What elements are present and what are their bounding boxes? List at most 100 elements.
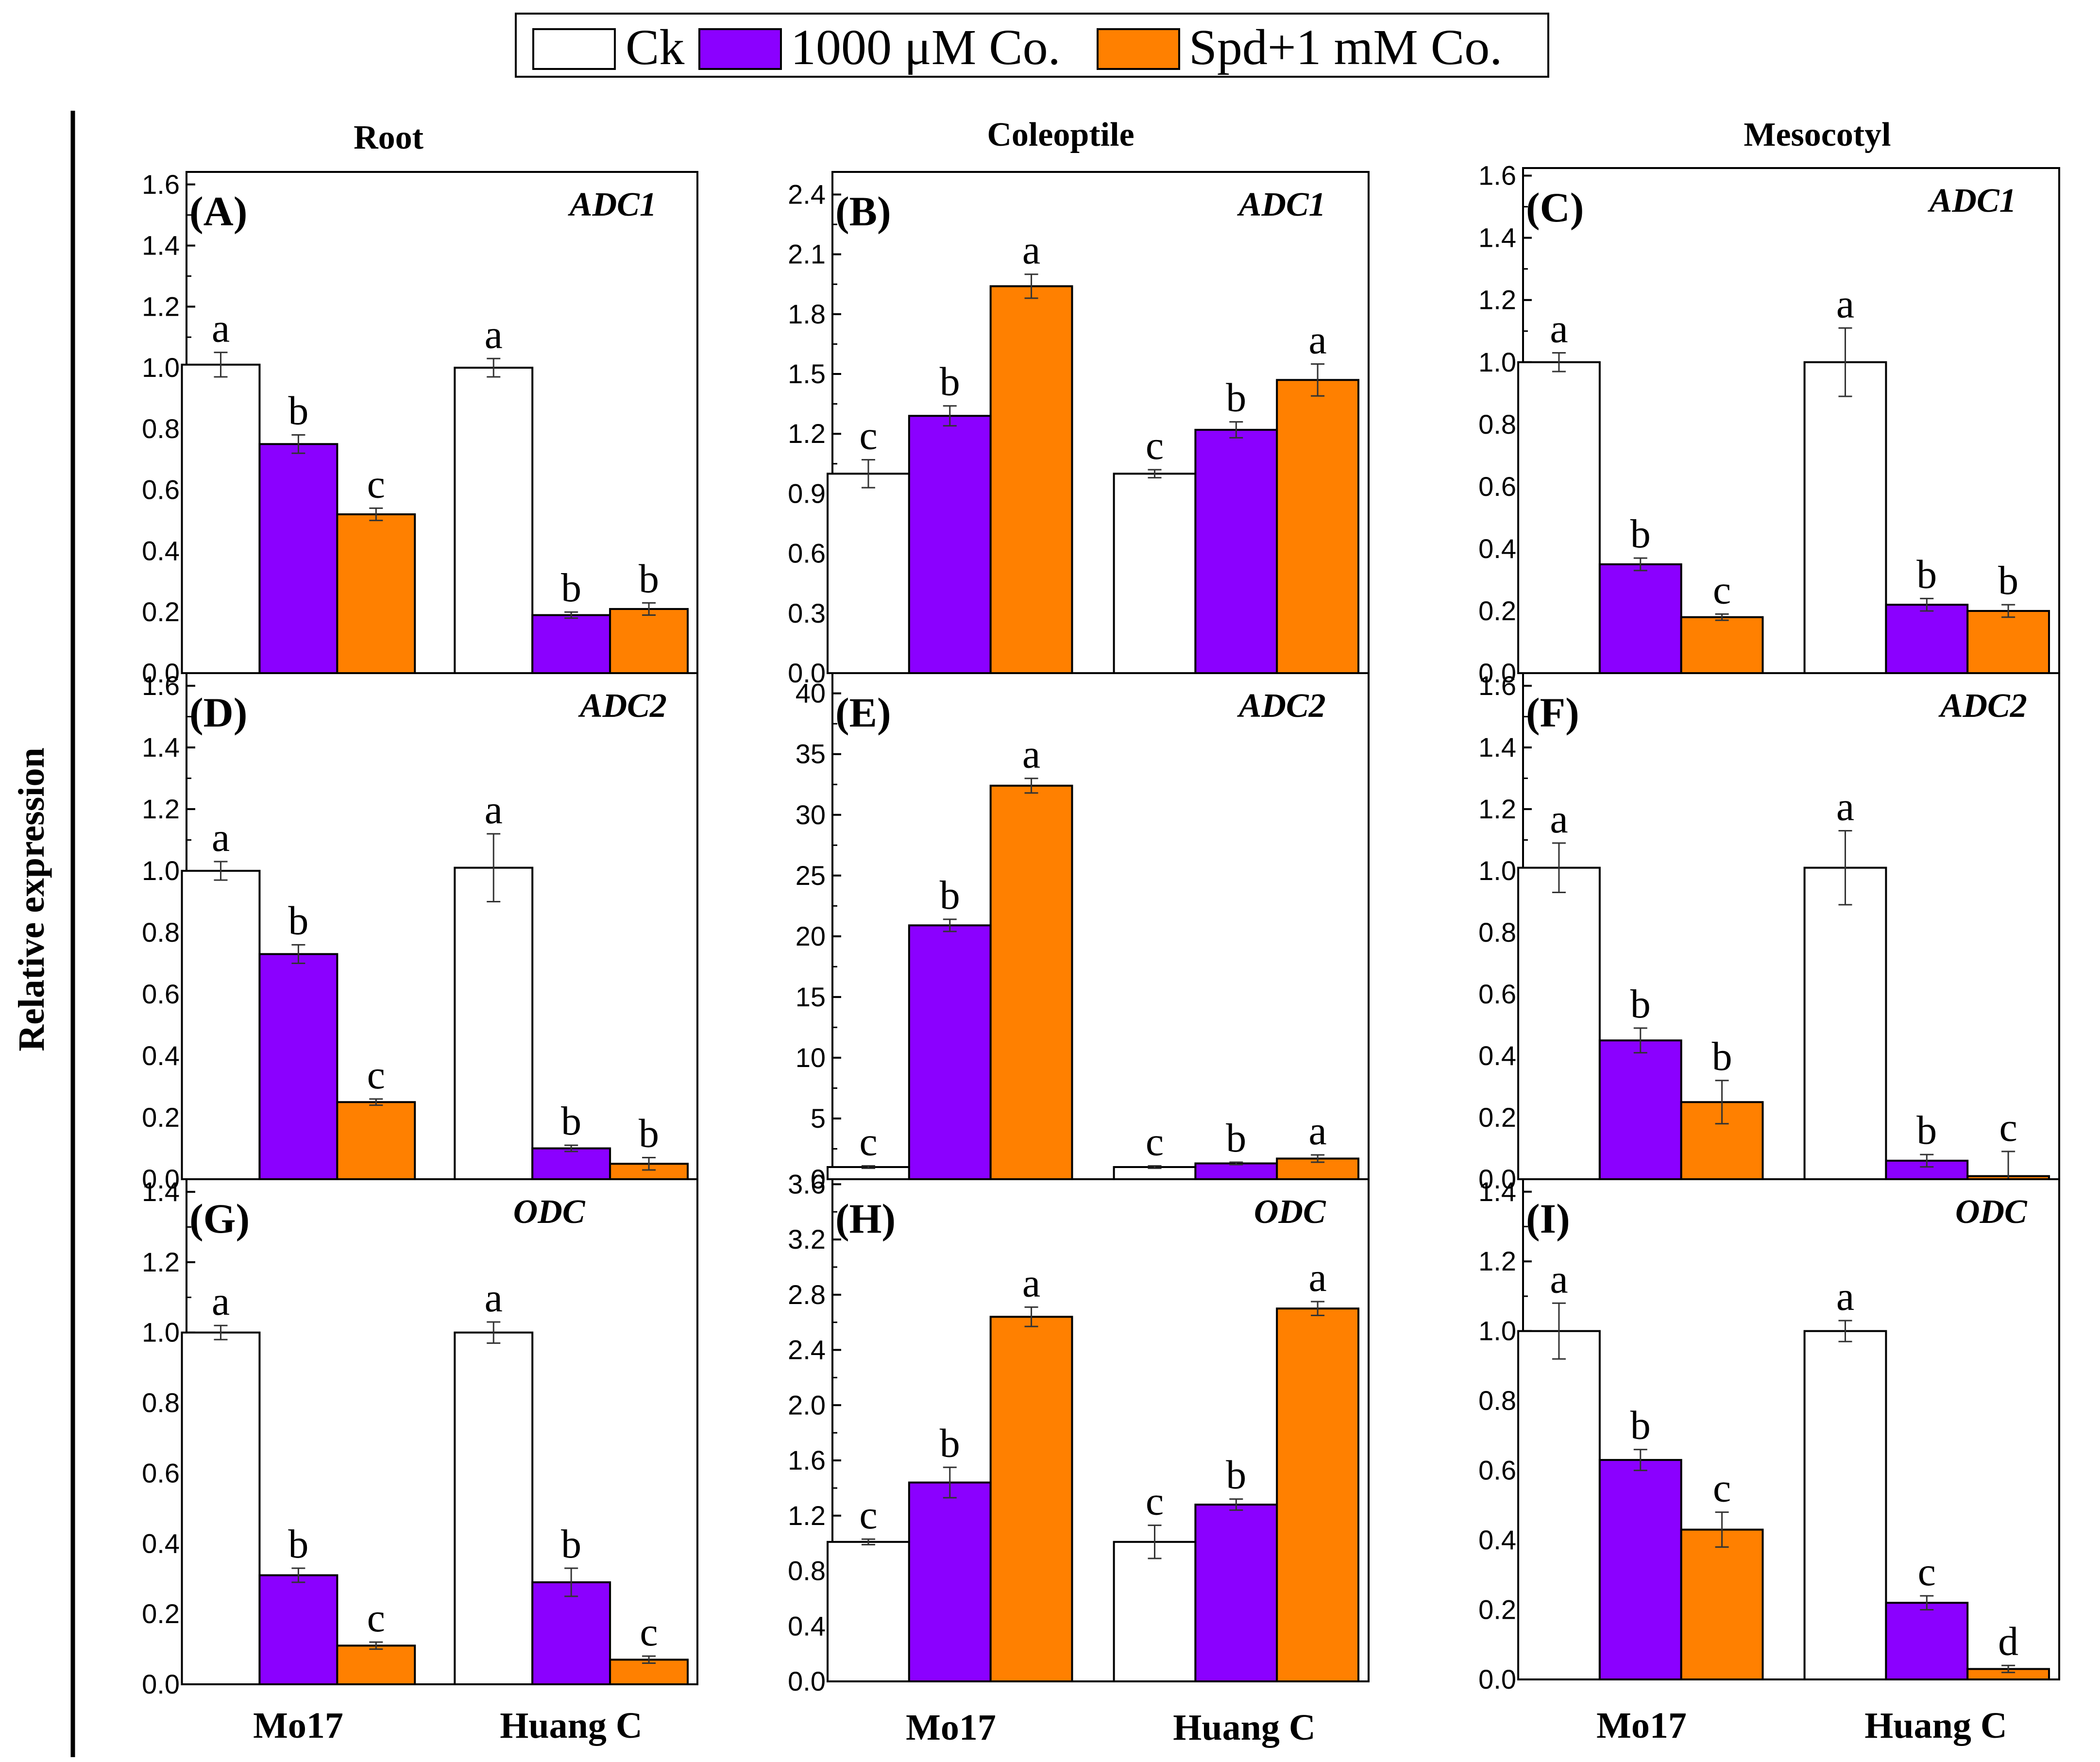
significance-letter: c (859, 1492, 877, 1538)
bar-co (1598, 563, 1682, 674)
bar-ck (1517, 866, 1601, 1180)
y-tick-label: 0.0 (142, 1669, 180, 1699)
category-label-mo17-coleoptile: Mo17 (906, 1707, 996, 1748)
significance-letter: c (367, 1595, 385, 1641)
bar-co (908, 1481, 992, 1682)
y-tick-label: 15 (796, 982, 826, 1012)
y-tick-label: 1.2 (1478, 285, 1516, 315)
y-tick-label: 0.0 (1478, 1164, 1516, 1194)
y-tick-label: 0.8 (1478, 917, 1516, 948)
gene-label: ODC (513, 1193, 586, 1231)
y-tick-label: 2.8 (788, 1279, 826, 1310)
significance-letter: b (1226, 1453, 1246, 1498)
gene-label: ADC1 (1237, 186, 1326, 223)
y-tick-label: 0.9 (788, 478, 826, 508)
y-tick-label: 0.0 (1478, 658, 1516, 688)
bar-spd (1966, 610, 2050, 674)
y-tick-label: 1.4 (1478, 732, 1516, 762)
bar-spd (989, 784, 1073, 1181)
bar-co (531, 614, 611, 675)
significance-letter: c (367, 1052, 385, 1098)
legend: Ck 1000 μM Co. Spd+1 mM Co. (515, 13, 1549, 78)
bar-spd (1680, 616, 1764, 675)
column-title-coleoptile: Coleoptile (987, 116, 1134, 153)
significance-letter: c (1713, 567, 1731, 612)
y-tick-label: 1.0 (1478, 1316, 1516, 1346)
y-tick-label: 0.4 (142, 1040, 180, 1071)
bar-ck (1517, 1330, 1601, 1680)
y-tick-label: 0.2 (142, 1598, 180, 1629)
significance-letter: c (1999, 1105, 2017, 1150)
panel-g: 0.0 0.2 0.4 0.6 0.8 1.0 1.2 1.4 (G) ODC a b c a b c (142, 1176, 698, 1699)
panels: 0.0 0.2 0.4 0.6 0.8 1.0 1.2 1.4 1.6 (A) ADC1 a b c a b b… (142, 160, 2060, 1699)
bar-spd (336, 1101, 416, 1180)
significance-letter: a (1308, 1108, 1326, 1153)
panel-e: 0 5 10 15 20 25 30 35 40 (E) ADC2 c b a c b a (796, 672, 1370, 1194)
bar-ck (1803, 361, 1887, 674)
significance-letter: a (212, 815, 230, 860)
gene-label: ADC1 (568, 186, 657, 223)
y-tick-label: 1.2 (142, 1247, 180, 1277)
y-tick-label: 3.2 (788, 1224, 826, 1254)
legend-swatch-spd (1097, 28, 1180, 70)
significance-letter: b (561, 1099, 581, 1144)
significance-letter: b (1998, 558, 2018, 603)
significance-letter: b (1916, 552, 1937, 597)
significance-letter: d (1998, 1619, 2018, 1664)
significance-letter: a (1836, 784, 1854, 829)
column-title-mesocotyl: Mesocotyl (1744, 116, 1891, 153)
bar-spd (989, 1316, 1073, 1682)
significance-letter: c (1146, 1479, 1164, 1524)
gene-label: ADC2 (1938, 687, 2027, 725)
y-tick-label: 0.6 (1478, 979, 1516, 1009)
significance-letter: a (1022, 228, 1040, 273)
bar-spd (1276, 1307, 1360, 1682)
legend-label-ck: Ck (626, 19, 684, 75)
significance-letter: b (1630, 1403, 1651, 1448)
significance-letter: b (1916, 1108, 1937, 1153)
panel-b: 0.0 0.3 0.6 0.9 1.2 1.5 1.8 2.1 2.4 (B) ADC1 c b a c b a (788, 171, 1370, 688)
significance-letter: b (940, 1421, 960, 1466)
significance-letter: c (1146, 423, 1164, 468)
bar-co (531, 1581, 611, 1685)
bar-co (258, 1574, 339, 1685)
significance-letter: b (940, 873, 960, 918)
bar-ck (1803, 866, 1887, 1180)
bar-ck (827, 1541, 910, 1682)
significance-letter: a (1022, 1260, 1040, 1305)
panel-tag: (D) (189, 689, 247, 736)
legend-label-spd: Spd+1 mM Co. (1189, 19, 1502, 75)
panel-tag: (C) (1526, 184, 1584, 231)
significance-letter: b (288, 898, 308, 943)
y-tick-label: 1.0 (142, 352, 180, 383)
significance-letter: b (639, 556, 659, 601)
column-title-root: Root (354, 119, 423, 156)
bar-co (258, 443, 339, 674)
y-tick-label: 1.0 (142, 1317, 180, 1348)
y-tick-label: 0.0 (142, 1164, 180, 1194)
y-tick-label: 1.0 (1478, 855, 1516, 886)
significance-letter: a (485, 1275, 503, 1321)
y-tick-label: 1.4 (142, 732, 180, 762)
significance-letter: a (1550, 306, 1568, 352)
panel-a: 0.0 0.2 0.4 0.6 0.8 1.0 1.2 1.4 1.6 (A) ADC1 a b c a b b (142, 169, 698, 688)
legend-label-co: 1000 μM Co. (791, 19, 1061, 75)
y-tick-label: 3.6 (788, 1169, 826, 1199)
significance-letter: c (859, 1119, 877, 1164)
y-tick-label: 0.3 (788, 598, 826, 628)
y-tick-label: 0.2 (1478, 595, 1516, 626)
bar-co (908, 415, 992, 674)
significance-letter: a (1308, 1255, 1326, 1300)
y-tick-label: 1.5 (788, 358, 826, 389)
significance-letter: b (561, 565, 581, 610)
y-tick-label: 1.2 (1478, 1246, 1516, 1276)
panel-c: 0.0 0.2 0.4 0.6 0.8 1.0 1.2 1.4 1.6 (C) ADC1 a b c a b b (1478, 160, 2060, 688)
y-tick-label: 0.8 (142, 917, 180, 948)
bar-co (258, 953, 339, 1180)
y-tick-label: 0.8 (788, 1556, 826, 1586)
significance-letter: a (1308, 317, 1326, 362)
significance-letter: a (1550, 1256, 1568, 1302)
significance-letter: b (288, 1522, 308, 1567)
bar-co (1598, 1459, 1682, 1680)
category-label-mo17-mesocotyl: Mo17 (1596, 1705, 1687, 1746)
